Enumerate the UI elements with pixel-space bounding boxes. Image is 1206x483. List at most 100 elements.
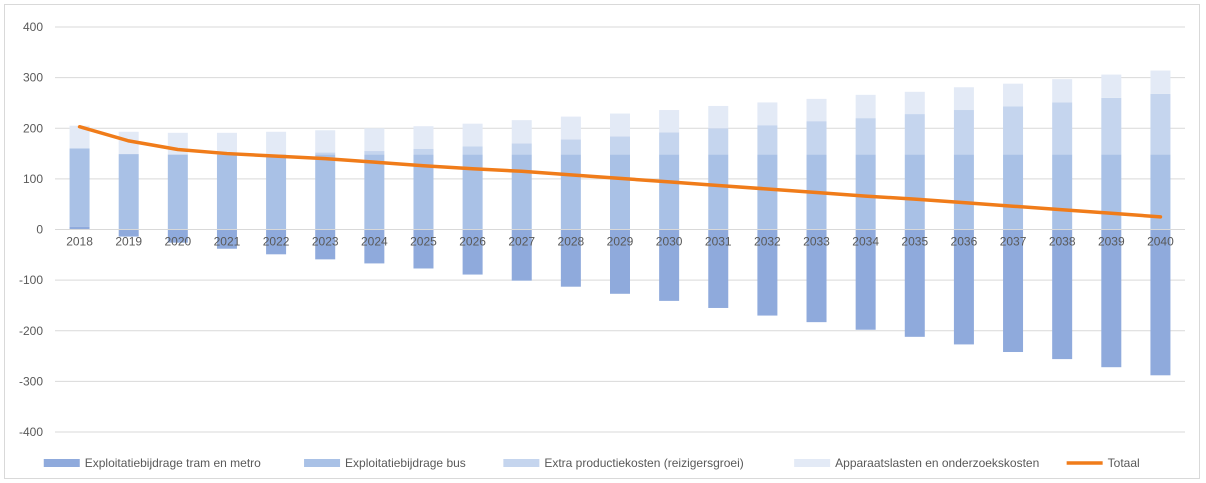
bar-segment [1101,154,1122,230]
bar-segment [855,118,876,155]
x-tick-label: 2021 [214,235,241,249]
x-tick-label: 2036 [951,235,978,249]
bar-segment [855,154,876,230]
x-tick-label: 2039 [1098,235,1125,249]
bar-segment [216,229,237,249]
bar-segment [1101,229,1122,368]
bar-segment [413,154,434,230]
legend-item: Apparaatslasten en onderzoekskosten [794,456,1039,470]
bar-segment [953,154,974,230]
x-tick-label: 2020 [164,235,191,249]
bar-segment [610,136,630,155]
legend-label: Apparaatslasten en onderzoekskosten [835,456,1039,470]
bar-segment [315,154,336,230]
bar-segment [511,143,532,155]
bar-segment [315,229,336,260]
bar-segment [1101,97,1122,155]
legend-item: Exploitatiebijdrage bus [304,456,466,470]
bar-segment [462,154,483,230]
bar-segment [708,105,729,129]
bar-segment [560,116,581,140]
bar-segment [610,154,630,230]
bar-segment [659,132,680,155]
bar-segment [1150,154,1171,230]
bar-segment [659,154,680,230]
y-axis-tick-labels: 400 300 200 100 0 -100 -200 -300 -400 [19,20,43,439]
legend-label: Exploitatiebijdrage bus [345,456,466,470]
bar-segment [757,229,778,316]
x-tick-label: 2025 [410,235,437,249]
x-tick-label: 2023 [312,235,339,249]
legend-item: Extra productiekosten (reizigersgroei) [503,456,744,470]
bar-series [69,70,1171,376]
x-tick-label: 2034 [852,235,879,249]
bar-segment [315,130,336,153]
bar-segment [364,154,385,230]
x-axis-tick-labels: 2018 2019 2020 2021 2022 2023 2024 2025 2026 2027… [66,235,1174,249]
bar-segment [364,128,385,152]
bar-segment [1101,74,1122,98]
bar-segment [757,125,778,155]
legend-swatch [503,459,540,467]
x-tick-label: 2030 [656,235,683,249]
bar-segment [560,229,581,287]
legend-label: Totaal [1108,456,1140,470]
bar-segment [69,226,90,230]
bar-segment [462,123,483,147]
bar-segment [904,229,925,337]
legend-item: Exploitatiebijdrage tram en metro [43,456,261,470]
bar-segment [904,114,925,155]
bar-segment [904,91,925,115]
x-tick-label: 2038 [1049,235,1076,249]
bar-segment [560,154,581,230]
bar-segment [118,131,139,155]
bar-segment [953,110,974,155]
x-tick-label: 2040 [1147,235,1174,249]
x-tick-label: 2026 [459,235,486,249]
legend-swatch [794,459,831,467]
bar-segment [266,131,287,155]
legend-item: Totaal [1066,456,1140,470]
bar-segment [462,146,483,155]
bar-segment [511,229,532,281]
bar-segment [708,128,729,155]
x-tick-label: 2028 [558,235,585,249]
bar-segment [659,229,680,301]
bar-segment [610,113,630,137]
y-tick-label: 200 [23,121,43,135]
bar-segment [69,125,90,149]
y-tick-label: 300 [23,71,43,85]
bar-segment [806,98,827,122]
y-tick-label: -100 [19,273,43,287]
bar-segment [364,229,385,264]
bar-segment [1150,229,1171,376]
bar-segment [560,139,581,155]
bar-segment [855,94,876,119]
legend-label: Exploitatiebijdrage tram en metro [85,456,261,470]
bar-segment [708,154,729,230]
bar-segment [806,121,827,155]
x-tick-label: 2033 [803,235,830,249]
bar-segment [216,132,237,155]
bar-segment [1003,154,1024,230]
bar-segment [953,229,974,345]
bar-segment [511,154,532,230]
bar-segment [413,149,434,155]
bar-segment [1052,79,1073,103]
bar-segment [1003,83,1024,107]
bar-segment [1003,229,1024,353]
bar-segment [364,151,385,155]
bar-segment [1150,93,1171,155]
bar-segment [708,229,729,308]
bar-segment [1052,102,1073,155]
bar-segment [413,229,434,269]
y-tick-label: -400 [19,425,43,439]
chart-frame: 400 300 200 100 0 -100 -200 -300 -400 2018 2019 20… [4,4,1200,479]
x-tick-label: 2019 [115,235,142,249]
bar-segment [462,229,483,275]
bar-segment [1052,229,1073,360]
bar-segment [806,229,827,323]
bar-segment [511,120,532,144]
x-tick-label: 2018 [66,235,93,249]
y-tick-label: 0 [36,223,43,237]
